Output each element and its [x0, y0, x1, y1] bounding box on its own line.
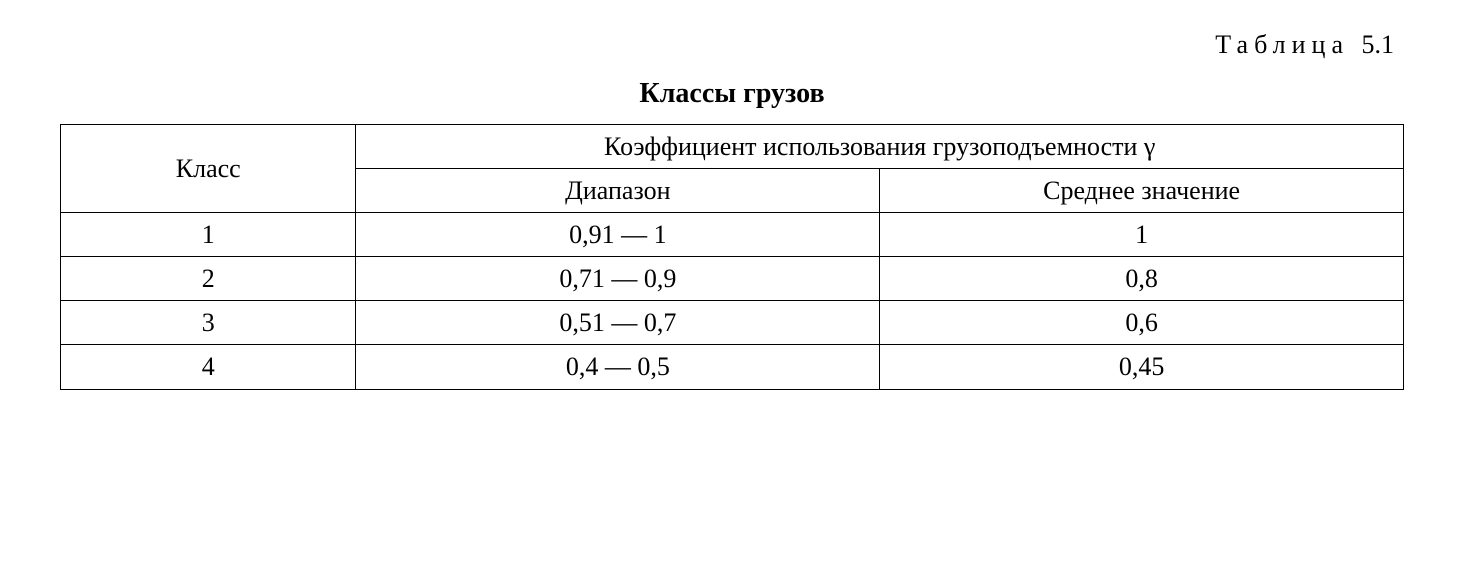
table-label-word: Таблица [1215, 30, 1349, 59]
col-header-average: Среднее значение [880, 169, 1404, 213]
cell-class: 1 [61, 213, 356, 257]
col-header-class: Класс [61, 125, 356, 213]
table-row: 1 0,91 — 1 1 [61, 213, 1404, 257]
table-number-label: Таблица 5.1 [60, 30, 1404, 60]
cell-avg: 0,45 [880, 345, 1404, 389]
table-title: Классы грузов [60, 78, 1404, 110]
col-header-coefficient: Коэффициент использования грузоподъемнос… [356, 125, 1404, 169]
cargo-classes-table: Класс Коэффициент использования грузопод… [60, 124, 1404, 390]
table-row: 4 0,4 — 0,5 0,45 [61, 345, 1404, 389]
cell-range: 0,51 — 0,7 [356, 301, 880, 345]
cell-avg: 0,6 [880, 301, 1404, 345]
cell-class: 3 [61, 301, 356, 345]
table-header-row-1: Класс Коэффициент использования грузопод… [61, 125, 1404, 169]
cell-range: 0,4 — 0,5 [356, 345, 880, 389]
col-header-range: Диапазон [356, 169, 880, 213]
cell-avg: 1 [880, 213, 1404, 257]
table-row: 2 0,71 — 0,9 0,8 [61, 257, 1404, 301]
cell-avg: 0,8 [880, 257, 1404, 301]
cell-range: 0,71 — 0,9 [356, 257, 880, 301]
cell-class: 2 [61, 257, 356, 301]
cell-range: 0,91 — 1 [356, 213, 880, 257]
table-label-number: 5.1 [1362, 30, 1395, 59]
cell-class: 4 [61, 345, 356, 389]
table-row: 3 0,51 — 0,7 0,6 [61, 301, 1404, 345]
